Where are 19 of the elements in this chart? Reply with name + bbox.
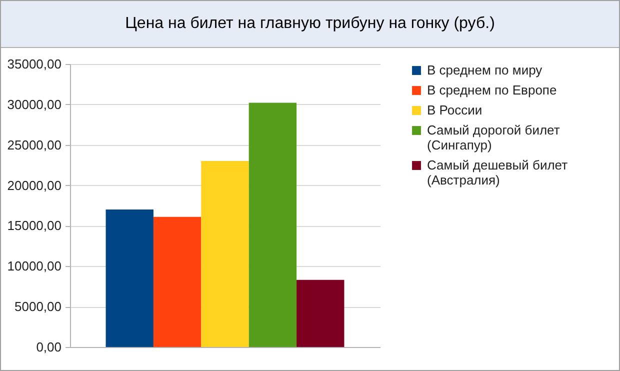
legend-label: В России xyxy=(427,102,482,118)
chart-title: Цена на билет на главную трибуну на гонку (руб.) xyxy=(1,1,619,48)
bar xyxy=(106,210,154,347)
bar xyxy=(153,216,202,347)
y-tick-label: 0,00 xyxy=(36,340,62,354)
y-tick-label: 20000,00 xyxy=(7,178,62,193)
legend-label: В среднем по Европе xyxy=(427,82,557,98)
legend-label: В среднем по миру xyxy=(427,62,543,78)
y-tick-label: 15000,00 xyxy=(7,218,62,234)
y-tick-label: 30000,00 xyxy=(7,96,62,112)
legend-label: Самый дешевый билет (Австралия) xyxy=(427,158,568,188)
bar xyxy=(201,161,249,347)
legend-label: Самый дорогой билет (Сингапур) xyxy=(427,122,560,152)
bar xyxy=(296,280,344,347)
y-tick-label: 35000,00 xyxy=(7,56,62,72)
y-tick-label: 10000,00 xyxy=(7,258,62,274)
y-tick-label: 25000,00 xyxy=(7,137,62,152)
bar xyxy=(248,102,297,347)
y-tick-label: 5000,00 xyxy=(14,299,62,314)
